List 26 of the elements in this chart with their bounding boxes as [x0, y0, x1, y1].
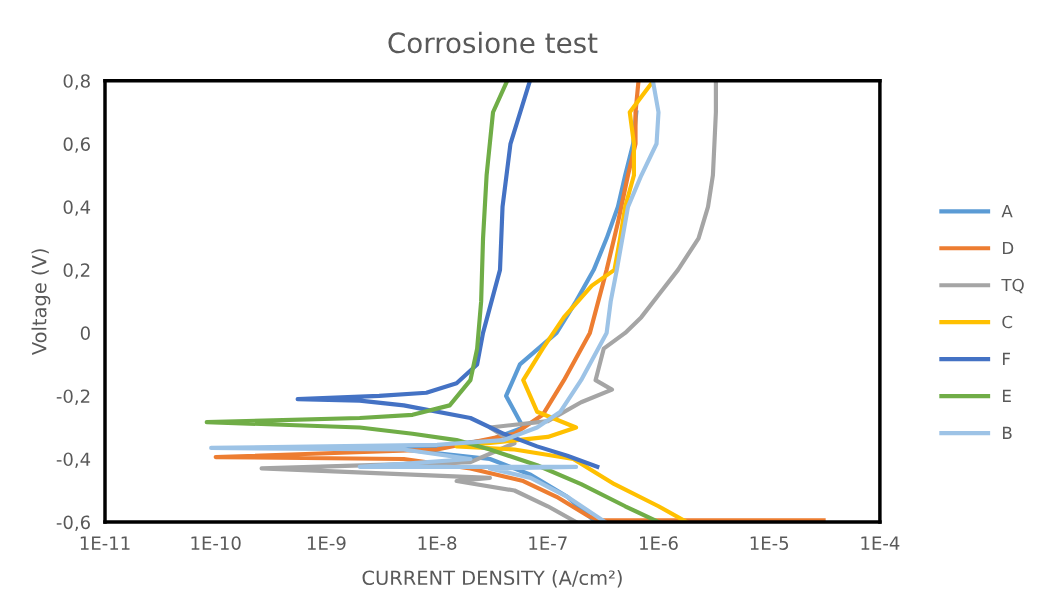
x-tick-label: 1E-8	[418, 536, 457, 550]
x-axis-title: CURRENT DENSITY (A/cm²)	[362, 570, 622, 588]
x-tick-label: 1E-11	[80, 536, 130, 550]
x-tick-label: 1E-9	[307, 536, 346, 550]
y-tick-label: 0,2	[63, 263, 90, 279]
chart-title: Corrosione test	[388, 31, 598, 54]
y-tick-label: -0,4	[56, 452, 91, 468]
legend-label: F	[1003, 352, 1011, 365]
x-tick-label: 1E-10	[191, 536, 241, 550]
legend-label: E	[1003, 389, 1011, 402]
x-tick-label: 1E-4	[861, 536, 900, 550]
x-tick-label: 1E-7	[529, 536, 567, 550]
legend-label: C	[1002, 315, 1013, 329]
x-tick-label: 1E-5	[750, 536, 789, 550]
y-tick-label: 0	[80, 326, 90, 341]
x-tick-label: 1E-6	[640, 536, 678, 550]
legend-label: A	[1001, 205, 1013, 218]
y-tick-label: 0,6	[63, 137, 90, 153]
legend-label: D	[1003, 241, 1014, 255]
y-tick-label: -0,6	[56, 515, 90, 531]
legend-label: B	[1003, 426, 1012, 439]
y-tick-label: 0,8	[63, 74, 90, 90]
y-tick-label: 0,4	[63, 200, 91, 216]
y-axis-title: Voltage (V)	[31, 249, 51, 356]
y-tick-label: -0,2	[56, 389, 90, 405]
legend-label: TQ	[1001, 278, 1024, 294]
